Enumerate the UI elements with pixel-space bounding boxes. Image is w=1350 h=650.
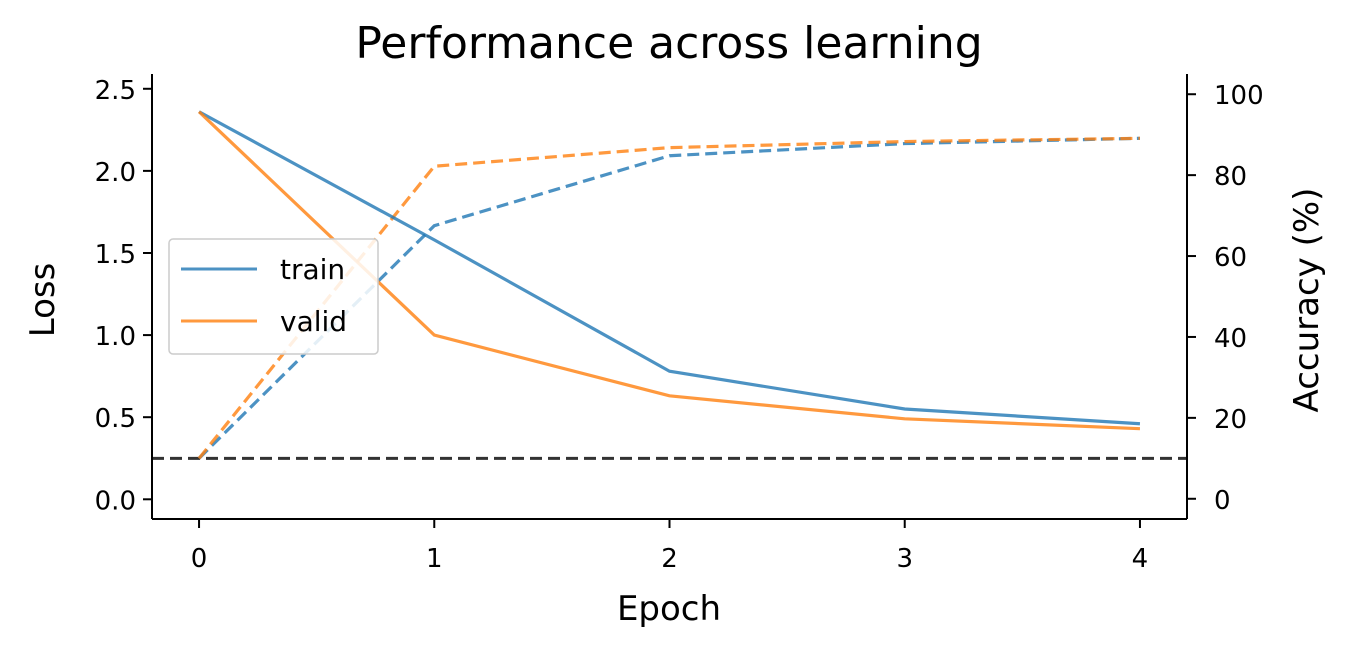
- y-right-tick-label: 0: [1214, 486, 1231, 516]
- x-tick-label: 0: [191, 544, 208, 574]
- accuracy-line-valid: [197, 136, 1140, 460]
- y-right-tick-label: 100: [1214, 81, 1264, 111]
- x-tick-label: 4: [1132, 544, 1149, 574]
- y-left-ticks: 0.0 0.5 1.0 1.5 2.0 2.5: [95, 76, 152, 516]
- legend-label-valid: valid: [280, 305, 347, 338]
- chart-title: Performance across learning: [355, 18, 982, 69]
- y-right-tick-label: 60: [1214, 243, 1247, 273]
- y-right-tick-label: 40: [1214, 324, 1247, 354]
- y-left-tick-label: 0.0: [95, 486, 136, 516]
- legend: train valid: [168, 238, 379, 355]
- x-tick-label: 2: [661, 544, 678, 574]
- legend-label-train: train: [280, 253, 345, 286]
- y-left-tick-label: 2.0: [95, 158, 136, 188]
- y-right-tick-label: 80: [1214, 162, 1247, 192]
- y-right-tick-label: 20: [1214, 405, 1247, 435]
- y-left-tick-label: 2.5: [95, 76, 136, 106]
- y-left-tick-label: 1.5: [95, 240, 136, 270]
- y-right-axis-label: Accuracy (%): [1287, 188, 1327, 413]
- y-left-tick-label: 0.5: [95, 404, 136, 434]
- y-left-tick-label: 1.0: [95, 322, 136, 352]
- y-right-ticks: 0 20 40 60 80 100: [1187, 81, 1264, 516]
- x-axis-label: Epoch: [617, 589, 721, 629]
- loss-line-train: [198, 110, 1141, 426]
- x-tick-label: 3: [896, 544, 913, 574]
- y-left-axis-label: Loss: [23, 263, 63, 338]
- x-ticks: 0 1 2 3 4: [191, 519, 1148, 574]
- x-tick-label: 1: [426, 544, 443, 574]
